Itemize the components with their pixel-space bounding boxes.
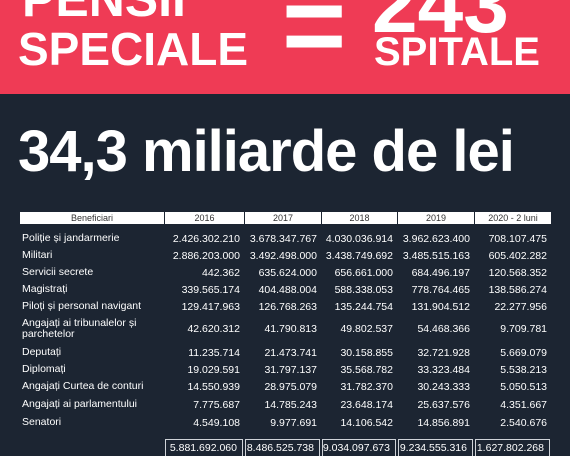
row-label: Militari: [22, 249, 53, 261]
table-row: Piloți și personal navigant 129.417.963 12…: [20, 298, 553, 315]
value-cell: 684.496.197: [411, 266, 470, 279]
row-label: Poliție și jandarmerie: [22, 232, 120, 244]
value-cell: 9.977.691: [270, 416, 317, 429]
header-cell: 2016: [165, 212, 245, 224]
value-cell: 129.417.963: [181, 300, 240, 313]
table-row: Beneficiari 2016 2017 2018 2019 2020 - 2 luni: [20, 212, 553, 224]
row-label: Deputați: [22, 346, 62, 358]
table-row: Diplomați 19.029.591 31.797.137 35.568.782 3…: [20, 361, 553, 378]
value-cell: 41.790.813: [264, 323, 317, 335]
header-cell: 2018: [322, 212, 398, 224]
value-cell: 635.624.000: [258, 266, 317, 279]
table-row: 5.881.692.060 8.486.525.738 9.034.097.673 9…: [20, 439, 553, 456]
banner-text: SPECIALE: [18, 23, 249, 75]
row-label: Angajați Curtea de conturi: [22, 380, 144, 392]
banner-text: PENSII: [22, 0, 186, 28]
value-cell: 14.106.542: [340, 416, 393, 429]
value-cell: 4.351.667: [500, 398, 547, 411]
value-cell: 35.568.782: [340, 363, 393, 376]
value-cell: 126.768.263: [258, 300, 317, 313]
value-cell: 135.244.754: [334, 300, 393, 313]
value-cell: 7.775.687: [193, 398, 240, 411]
value-cell: 2.426.302.210: [172, 232, 240, 245]
value-cell: 5.050.513: [500, 380, 547, 393]
total-cell: 8.486.525.738: [245, 439, 320, 456]
total-cell: 9.234.555.316: [398, 439, 473, 456]
value-cell: 442.362: [202, 266, 240, 279]
table-row: Senatori 4.549.108 9.977.691 14.106.542 14.8…: [20, 414, 553, 431]
value-cell: 656.661.000: [334, 266, 393, 279]
value-cell: 2.886.203.000: [172, 249, 240, 262]
value-cell: 3.485.515.163: [402, 249, 470, 262]
table-row: Angajați ai tribunalelor și parchetelor 4…: [20, 315, 553, 343]
value-cell: 588.338.053: [334, 283, 393, 296]
value-cell: 32.721.928: [417, 346, 470, 359]
title: 34,3 miliarde de lei: [18, 119, 515, 184]
value-cell: 14.550.939: [187, 380, 240, 393]
total-cell: 5.881.692.060: [165, 439, 243, 456]
table-row: Angajați ai parlamentului 7.775.687 14.785…: [20, 396, 553, 413]
spacer: [20, 439, 165, 456]
table-row: Deputați 11.235.714 21.473.741 30.158.855 32…: [20, 344, 553, 361]
total-cell: 1.627.802.268: [475, 439, 550, 456]
row-label: Magistrați: [22, 283, 68, 295]
value-cell: 5.538.213: [500, 363, 547, 376]
value-cell: 605.402.282: [488, 249, 547, 262]
value-cell: 2.540.676: [500, 416, 547, 429]
value-cell: 120.568.352: [488, 266, 547, 279]
value-cell: 3.962.623.400: [402, 232, 470, 245]
value-cell: 31.797.137: [264, 363, 317, 376]
value-cell: 3.492.498.000: [249, 249, 317, 262]
banner-equals: =: [282, 0, 347, 87]
value-cell: 54.468.366: [417, 323, 470, 335]
table-row: Angajați Curtea de conturi 14.550.939 28.9…: [20, 378, 553, 395]
value-cell: 131.904.512: [411, 300, 470, 313]
value-cell: 3.438.749.692: [325, 249, 393, 262]
value-cell: 11.235.714: [188, 346, 240, 359]
value-cell: 138.586.274: [488, 283, 547, 296]
value-cell: 4.549.108: [193, 416, 240, 429]
value-cell: 30.158.855: [340, 346, 393, 359]
header-cell: 2017: [245, 212, 322, 224]
row-label: Angajați ai tribunalelor și parchetelor: [22, 317, 137, 340]
value-cell: 3.678.347.767: [249, 232, 317, 245]
banner-number: 243: [372, 0, 509, 50]
table-row: Magistrați 339.565.174 404.488.004 588.338.…: [20, 281, 553, 298]
banner-text: SPITALE: [374, 30, 540, 74]
value-cell: 21.473.741: [264, 346, 317, 359]
value-cell: 22.277.956: [494, 300, 547, 313]
row-label: Piloți și personal navigant: [22, 300, 142, 312]
value-cell: 28.975.079: [264, 380, 317, 393]
value-cell: 14.785.243: [264, 398, 317, 411]
row-label: Senatori: [22, 416, 62, 428]
value-cell: 14.856.891: [417, 416, 470, 429]
value-cell: 33.323.484: [417, 363, 470, 376]
value-cell: 5.669.079: [500, 346, 547, 359]
value-cell: 404.488.004: [258, 283, 317, 296]
row-label: Angajați ai parlamentului: [22, 398, 137, 410]
banner: PENSII SPECIALE = 243 SPITALE: [0, 0, 570, 94]
table-row: Servicii secrete 442.362 635.624.000 656.66…: [20, 264, 553, 281]
value-cell: 339.565.174: [181, 283, 240, 296]
header-cell: 2020 - 2 luni: [475, 212, 552, 224]
header-cell: 2019: [398, 212, 475, 224]
header-cell: Beneficiari: [20, 212, 165, 224]
row-label: Diplomați: [22, 363, 66, 375]
value-cell: 708.107.475: [488, 232, 547, 245]
value-cell: 30.243.333: [417, 380, 470, 393]
value-cell: 9.709.781: [500, 323, 547, 335]
value-cell: 49.802.537: [340, 323, 393, 335]
value-cell: 4.030.036.914: [325, 232, 393, 245]
value-cell: 23.648.174: [340, 398, 393, 411]
value-cell: 19.029.591: [187, 363, 240, 376]
value-cell: 31.782.370: [340, 380, 393, 393]
table-row: Poliție și jandarmerie 2.426.302.210 3.678…: [20, 230, 553, 247]
value-cell: 25.637.576: [417, 398, 470, 411]
value-cell: 42.620.312: [187, 323, 240, 335]
table-row: Militari 2.886.203.000 3.492.498.000 3.438.…: [20, 247, 553, 264]
total-cell: 9.034.097.673: [322, 439, 396, 456]
value-cell: 778.764.465: [411, 283, 470, 296]
row-label: Servicii secrete: [22, 266, 94, 278]
